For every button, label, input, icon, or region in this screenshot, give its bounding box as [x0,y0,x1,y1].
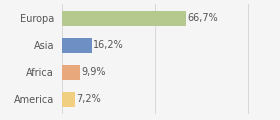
Text: 16,2%: 16,2% [93,40,124,50]
Text: 66,7%: 66,7% [188,13,218,23]
Text: 9,9%: 9,9% [81,67,106,77]
Bar [62,92,75,107]
Bar [62,65,80,80]
Text: 7,2%: 7,2% [76,94,101,104]
Bar [62,11,186,26]
Bar [62,38,92,53]
